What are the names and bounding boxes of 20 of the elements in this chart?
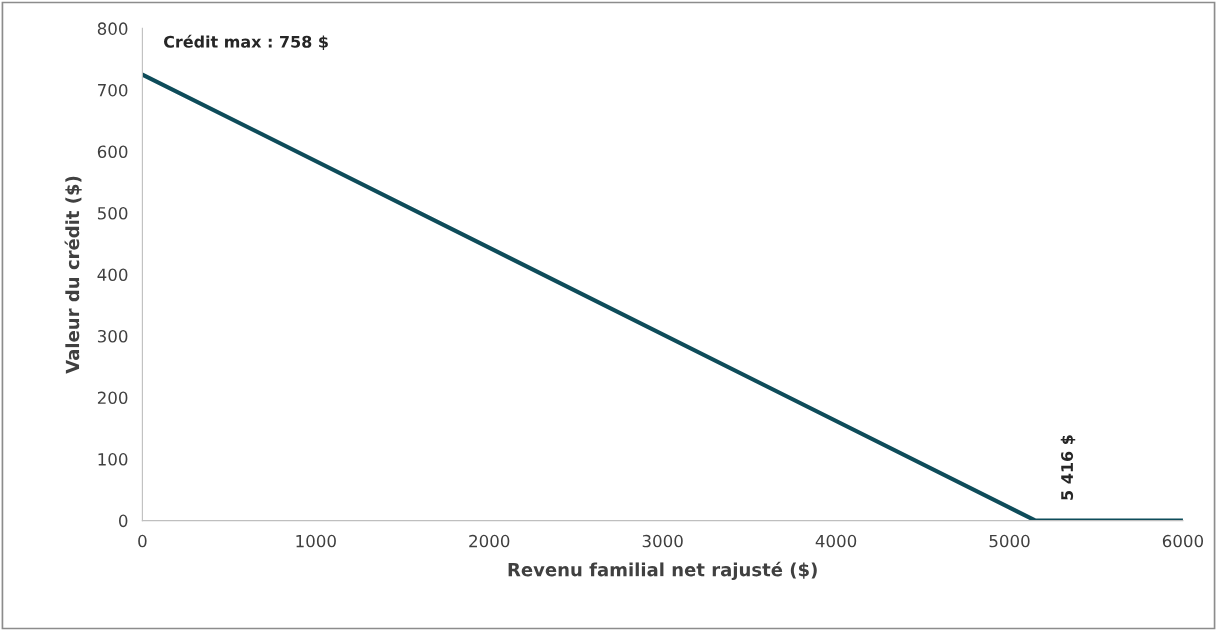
- x-tick-label: 6000: [1162, 534, 1204, 548]
- x-axis-title: Revenu familial net rajusté ($): [508, 561, 817, 581]
- y-tick-label: 0: [118, 514, 128, 528]
- x-tick-label: 3000: [642, 534, 683, 548]
- y-tick-label: 300: [97, 329, 128, 343]
- y-tick-label: 400: [97, 268, 128, 282]
- y-axis-title: Valeur du crédit ($): [64, 176, 82, 374]
- y-tick-label: 100: [98, 453, 128, 466]
- x-tick-label: 0: [138, 534, 147, 548]
- y-tick-label: 200: [97, 391, 128, 405]
- x-tick-label: 4000: [815, 534, 857, 548]
- annotation: Crédit max : 758 $: [164, 34, 328, 50]
- y-tick-label: 700: [98, 83, 128, 97]
- y-tick-label: 800: [97, 22, 128, 35]
- x-tick-label: 5000: [989, 534, 1030, 548]
- y-tick-label: 500: [97, 206, 128, 220]
- x-tick-label: 2000: [469, 534, 510, 548]
- annotation: 5 416 $: [1060, 435, 1076, 500]
- x-tick-label: 1000: [296, 534, 336, 548]
- y-tick-label: 600: [97, 145, 128, 159]
